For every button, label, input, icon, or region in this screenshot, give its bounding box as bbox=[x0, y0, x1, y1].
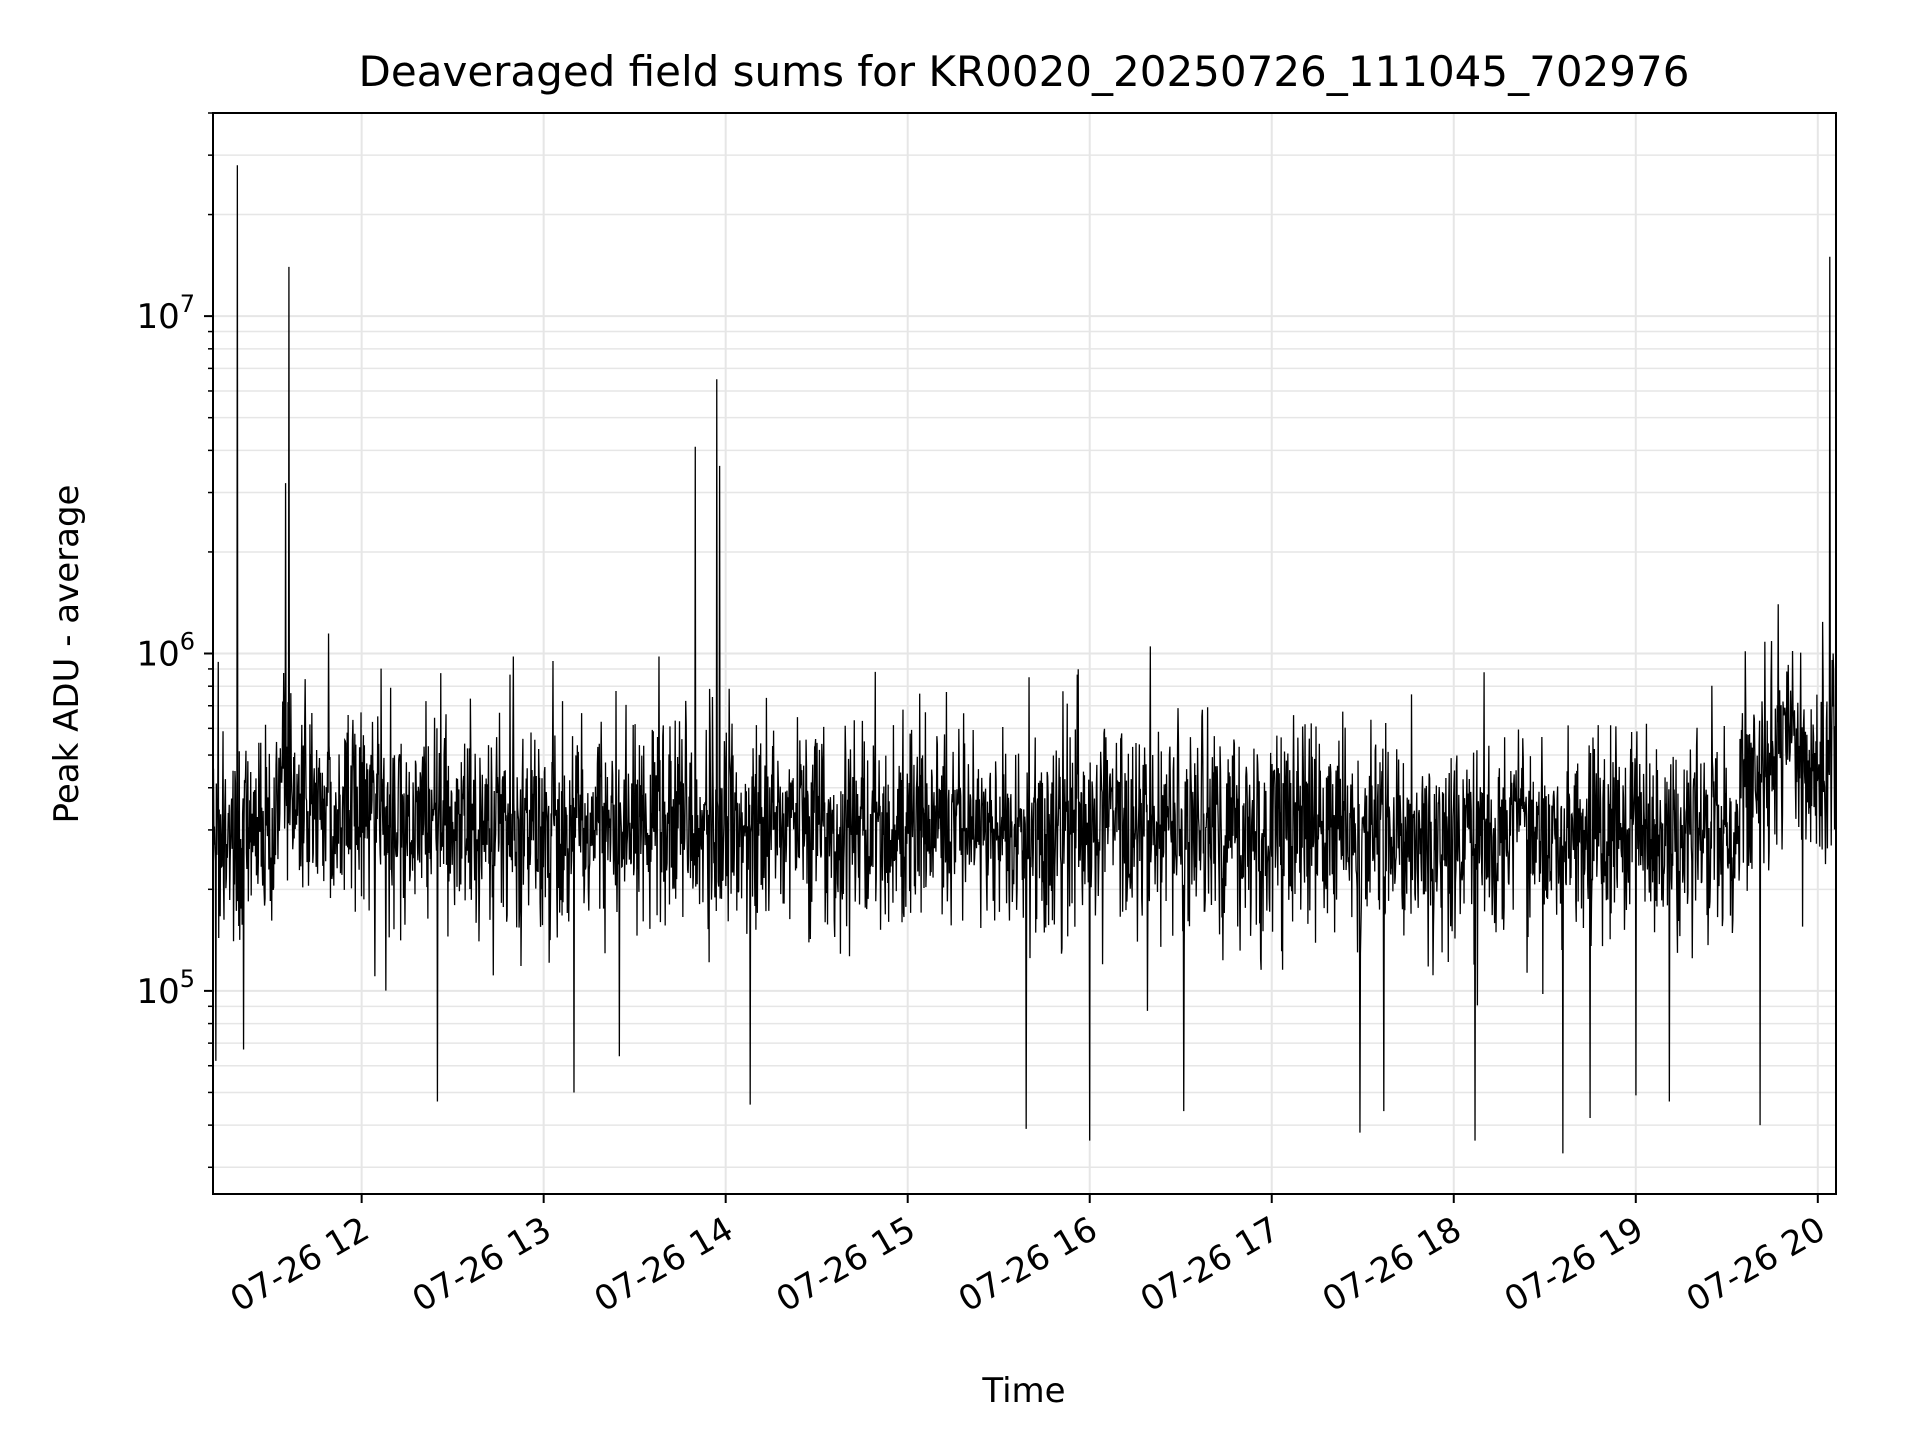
y-tick-label: 106 bbox=[136, 628, 195, 675]
y-tick-label: 107 bbox=[136, 290, 195, 337]
y-tick-exponent: 7 bbox=[180, 290, 195, 318]
series-line bbox=[212, 165, 1837, 1154]
y-tick-base: 10 bbox=[136, 635, 179, 675]
x-axis-label: Time bbox=[981, 1371, 1065, 1411]
y-tick-exponent: 5 bbox=[180, 965, 195, 993]
y-tick-base: 10 bbox=[136, 297, 179, 337]
y-tick-exponent: 6 bbox=[180, 628, 195, 656]
y-tick-label: 105 bbox=[136, 965, 195, 1012]
y-tick-base: 10 bbox=[136, 972, 179, 1012]
series-path bbox=[212, 165, 1837, 1154]
y-axis-label: Peak ADU - average bbox=[47, 485, 87, 824]
chart-title: Deaveraged field sums for KR0020_2025072… bbox=[359, 47, 1690, 96]
